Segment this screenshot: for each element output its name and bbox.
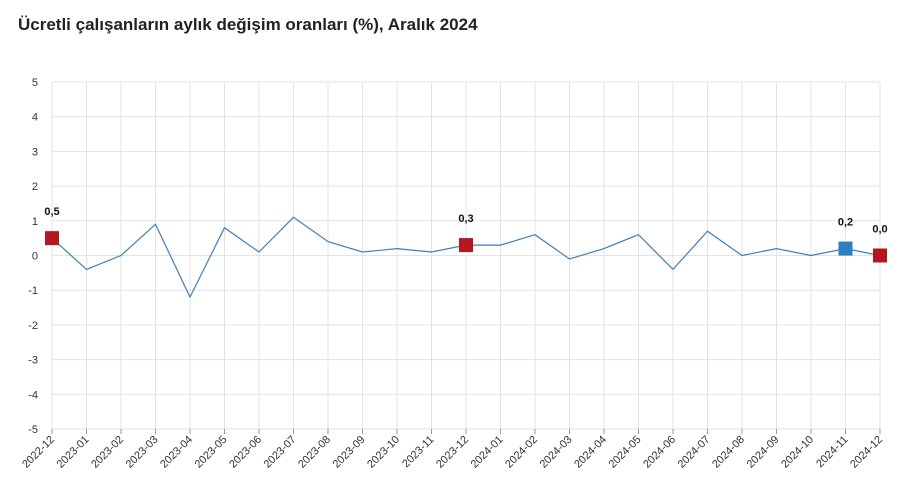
x-tick-label: 2024-09: [745, 434, 782, 471]
x-tick-label: 2024-08: [710, 434, 747, 471]
x-tick-label: 2024-11: [814, 434, 850, 470]
chart-title: Ücretli çalışanların aylık değişim oranl…: [18, 15, 478, 34]
y-tick-label: 3: [32, 146, 38, 158]
y-tick-label: -3: [28, 355, 38, 367]
x-tick-label: 2023-06: [227, 434, 264, 471]
x-tick-label: 2022-12: [20, 434, 57, 471]
y-tick-label: 4: [32, 112, 38, 124]
highlight-marker: [873, 248, 887, 263]
y-axis-ticks: 5 4 3 2 1 0 -1 -2 -3 -4 -5: [28, 77, 38, 436]
highlight-marker: [838, 241, 853, 256]
y-tick-label: -1: [28, 285, 38, 297]
y-tick-label: 2: [32, 181, 38, 193]
x-tick-label: 2024-12: [848, 434, 885, 471]
x-tick-label: 2024-02: [503, 434, 540, 471]
data-label: 0,2: [838, 217, 853, 229]
x-tick-label: 2023-04: [158, 434, 195, 471]
x-tick-label: 2024-01: [469, 434, 506, 471]
data-labels: 0,5 0,3 0,2 0,0: [44, 206, 887, 235]
x-tick-label: 2023-07: [262, 434, 299, 471]
data-label: 0,5: [44, 206, 59, 218]
y-tick-label: 5: [32, 77, 38, 89]
y-tick-label: -5: [28, 424, 38, 436]
data-label: 0,0: [872, 224, 887, 236]
x-tick-label: 2023-09: [331, 434, 368, 471]
y-tick-label: 1: [32, 216, 38, 228]
x-tick-label: 2024-03: [538, 434, 575, 471]
x-tick-label: 2024-05: [607, 434, 644, 471]
x-tick-label: 2023-12: [434, 434, 471, 471]
x-tick-label: 2024-10: [779, 434, 816, 471]
x-tick-label: 2024-04: [572, 434, 609, 471]
x-tick-label: 2023-05: [193, 434, 230, 471]
x-tick-label: 2023-11: [400, 434, 436, 470]
highlight-marker: [45, 231, 59, 246]
x-tick-label: 2024-06: [641, 434, 678, 471]
y-tick-label: -4: [28, 389, 38, 401]
x-axis-ticks: 2022-122023-012023-022023-032023-042023-…: [20, 434, 885, 471]
x-tick-label: 2023-08: [296, 434, 333, 471]
grid-lines: [51, 81, 881, 434]
data-label: 0,3: [458, 213, 473, 225]
y-tick-label: -2: [28, 320, 38, 332]
x-tick-label: 2023-02: [89, 434, 126, 471]
x-tick-label: 2023-03: [124, 434, 161, 471]
highlight-marker: [459, 238, 473, 253]
y-tick-label: 0: [32, 251, 38, 263]
x-tick-label: 2024-07: [676, 434, 713, 471]
x-tick-label: 2023-01: [55, 434, 92, 471]
highlight-markers: [45, 231, 887, 263]
x-tick-label: 2023-10: [365, 434, 402, 471]
